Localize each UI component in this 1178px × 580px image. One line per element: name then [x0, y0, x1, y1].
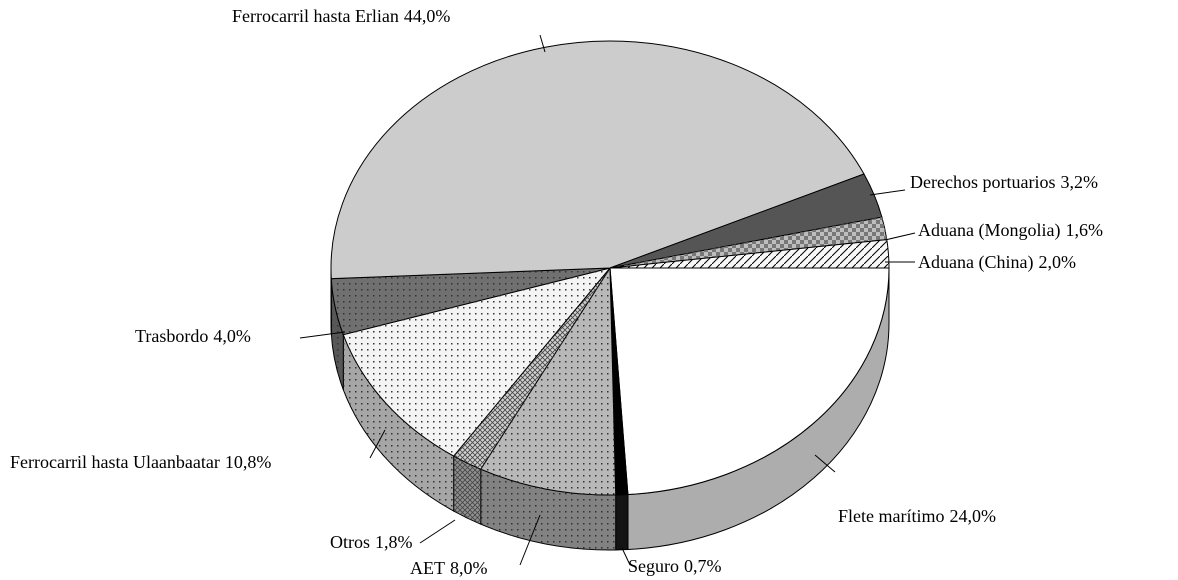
slice-label: Ferrocarril hasta Erlian 44,0%: [232, 6, 450, 26]
pie-side-pattern: [453, 456, 481, 525]
slice-value: 0,7%: [684, 556, 722, 576]
slice-value: 44,0%: [404, 6, 451, 26]
pie-sides: [330, 267, 890, 551]
pie-slice: [330, 40, 865, 280]
leader-line: [299, 331, 346, 339]
slice-category: Trasbordo: [135, 326, 208, 346]
slice-category: Flete marítimo: [838, 506, 944, 526]
labels: Flete marítimo 24,0% Seguro 0,7% AET 8,0% Otro…: [10, 6, 1103, 578]
slice-category: Aduana (China): [918, 252, 1033, 273]
pie-slice-pattern: [480, 268, 616, 495]
leader-line: [539, 34, 546, 53]
pie-slice-pattern: [453, 268, 610, 470]
slice-label: Seguro 0,7%: [628, 556, 722, 576]
slice-value: 8,0%: [450, 558, 488, 578]
slice-category: Derechos portuarios: [910, 172, 1055, 192]
slice-label: Aduana (China) 2,0%: [918, 252, 1076, 273]
slice-value: 1,6%: [1065, 220, 1103, 240]
leader-line: [869, 189, 906, 196]
leader-line: [814, 454, 836, 473]
slice-category: Aduana (Mongolia): [918, 220, 1060, 241]
slice-value: 24,0%: [949, 506, 996, 526]
pie-tops: [330, 40, 890, 496]
slice-label: Otros 1,8%: [330, 532, 413, 552]
pie-slice: [609, 267, 890, 496]
slice-label: Ferrocarril hasta Ulaanbaatar 10,8%: [10, 452, 271, 472]
slice-value: 4,0%: [213, 326, 251, 346]
slice-category: AET: [410, 558, 445, 578]
leader-line: [621, 547, 631, 566]
slice-label: Aduana (Mongolia) 1,6%: [918, 220, 1103, 241]
slice-category: Otros: [330, 532, 370, 552]
leader-line: [519, 514, 541, 566]
pie-side-pattern: [480, 469, 616, 550]
slice-category: Seguro: [628, 556, 679, 576]
slice-category: Ferrocarril hasta Erlian: [232, 6, 399, 26]
pie-side-pattern: [343, 334, 454, 512]
leader-line: [369, 429, 386, 459]
slice-value: 10,8%: [225, 452, 272, 472]
leader-line: [884, 232, 916, 241]
pie-slice-pattern: [331, 268, 610, 335]
slice-label: Derechos portuarios 3,2%: [910, 172, 1098, 192]
slice-label: Trasbordo 4,0%: [135, 326, 251, 346]
pie-side: [615, 494, 629, 551]
pie-slice-pattern: [610, 217, 887, 268]
pie-slice-pattern: [610, 239, 889, 268]
slice-value: 2,0%: [1038, 252, 1076, 272]
slice-label: Flete marítimo 24,0%: [838, 506, 996, 526]
slice-value: 1,8%: [375, 532, 413, 552]
slice-label: AET 8,0%: [410, 558, 488, 578]
pie-slice-pattern: [343, 268, 610, 457]
slice-category: Ferrocarril hasta Ulaanbaatar: [10, 452, 220, 472]
pie-side-pattern: [331, 278, 344, 390]
leader-line: [419, 519, 456, 544]
slice-value: 3,2%: [1060, 172, 1098, 192]
